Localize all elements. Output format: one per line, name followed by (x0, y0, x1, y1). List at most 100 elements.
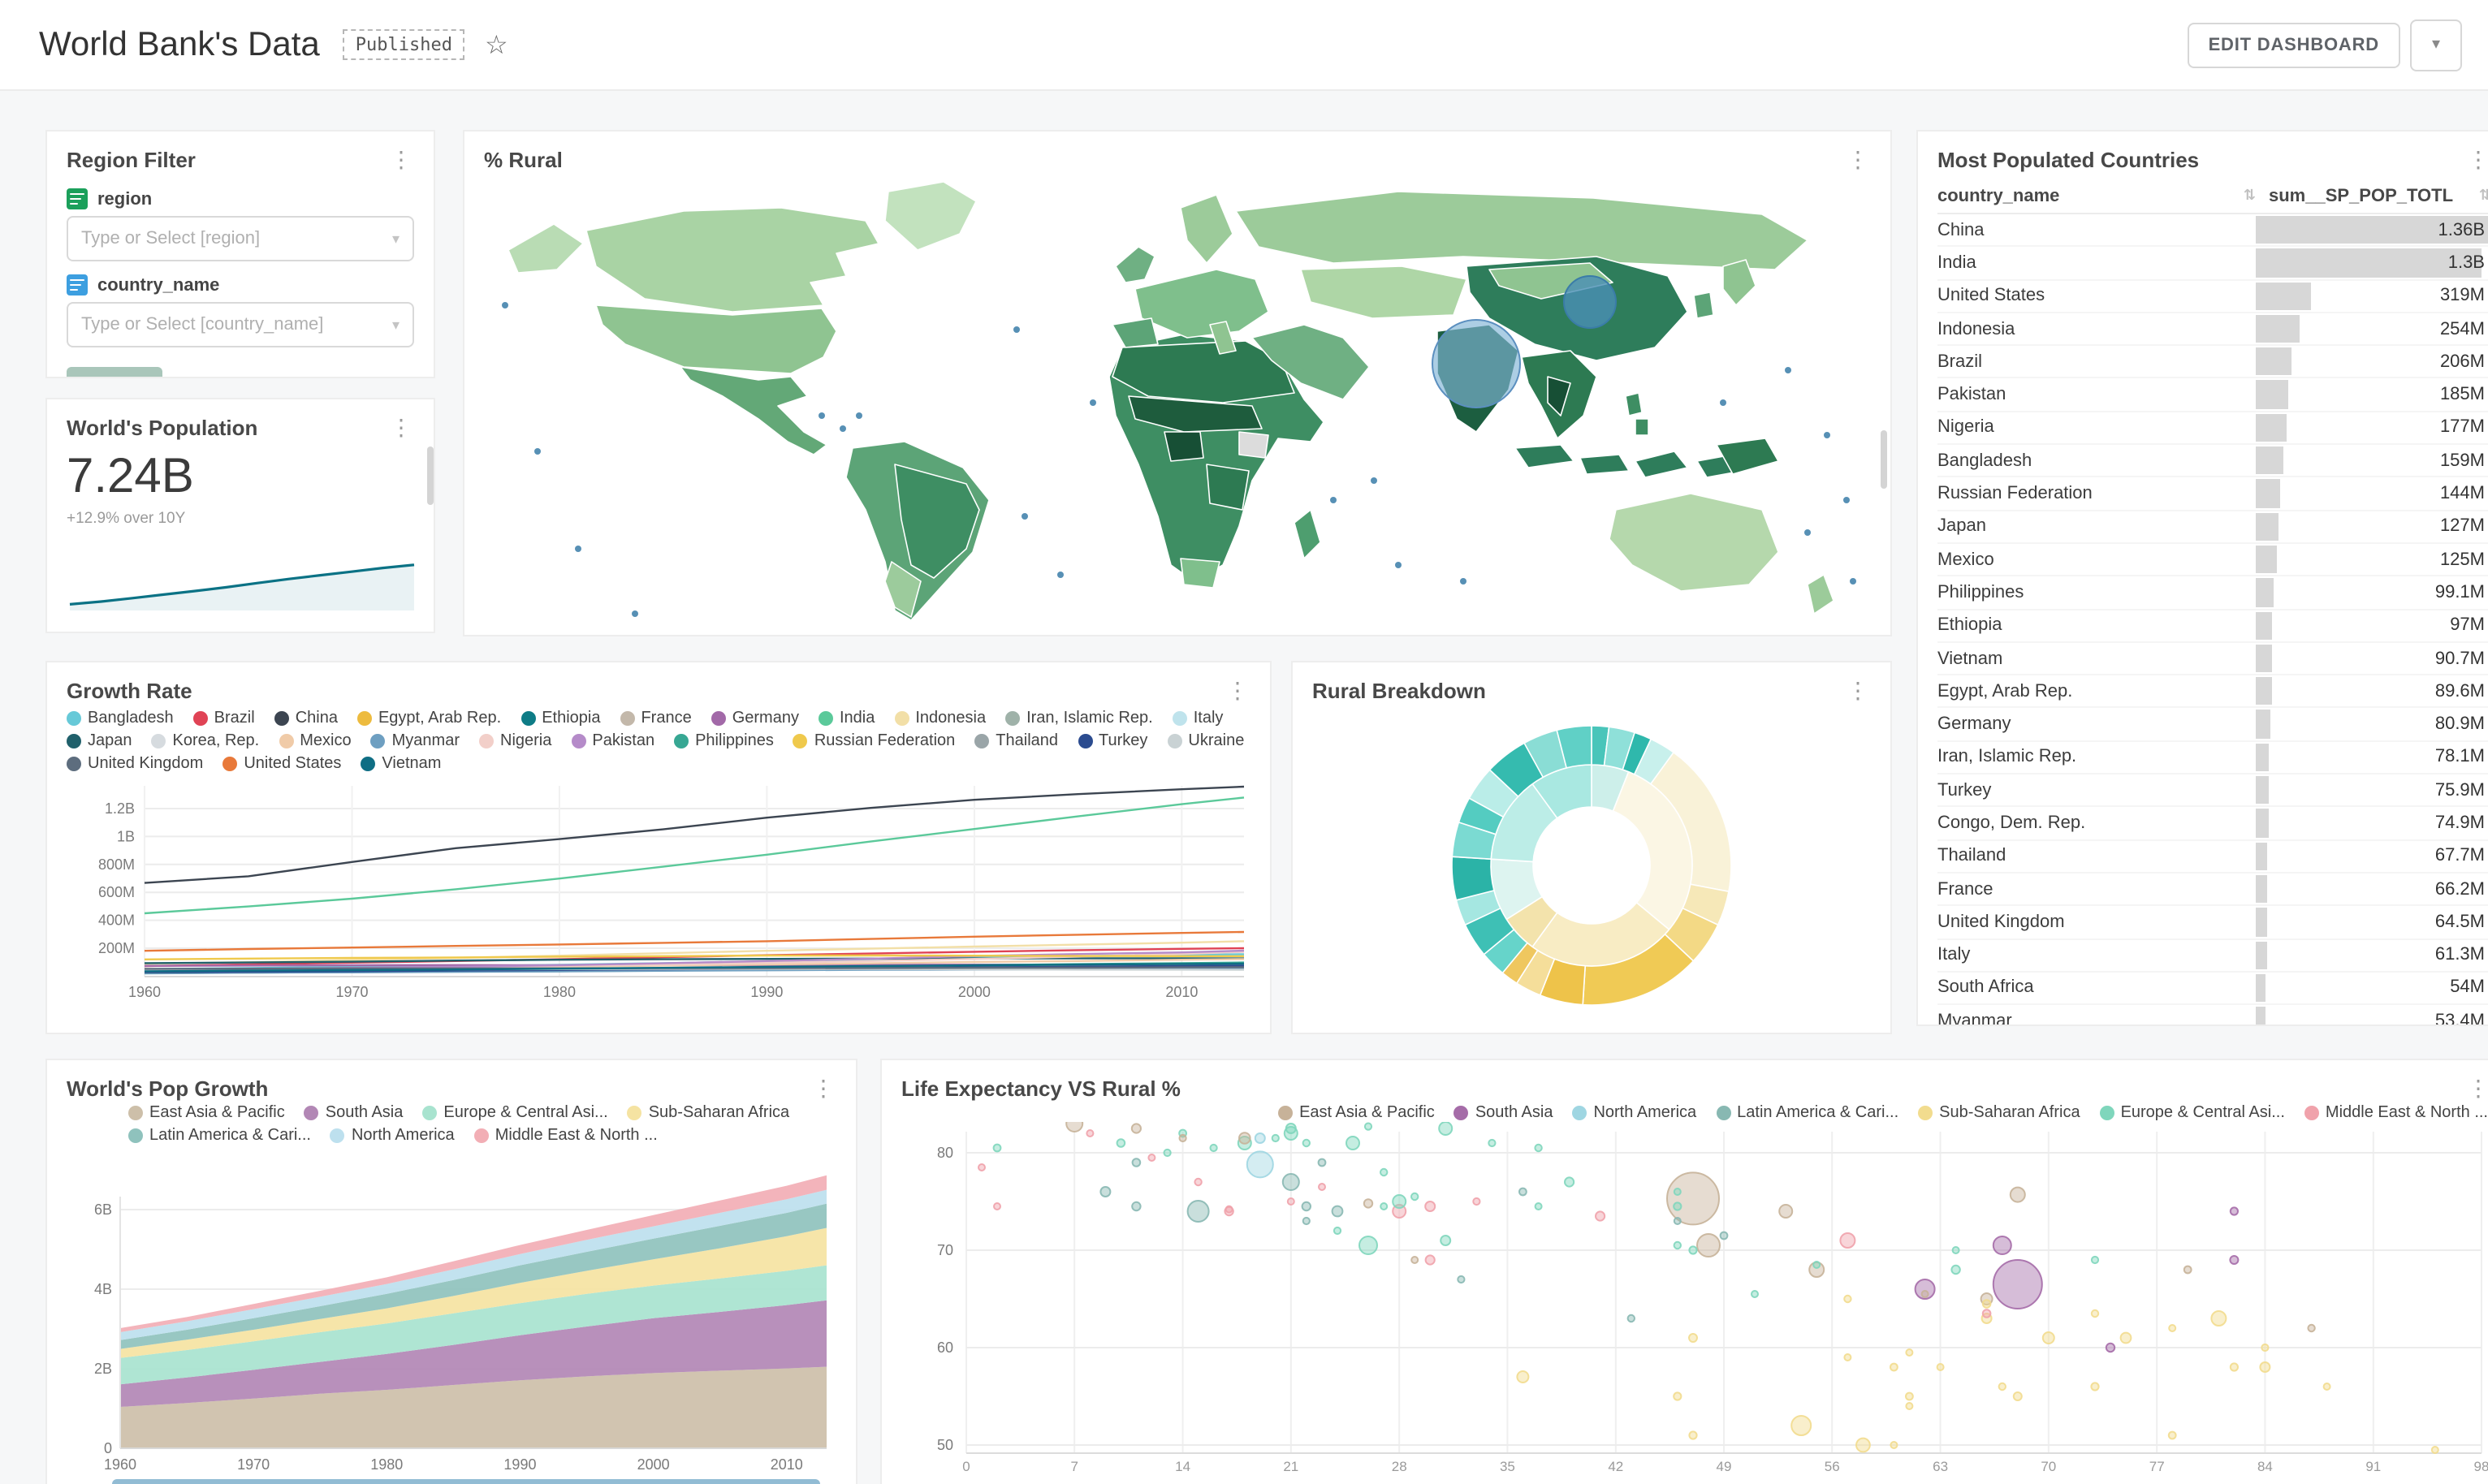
map-region-canada[interactable] (585, 207, 879, 313)
legend-item[interactable]: Pakistan (571, 732, 654, 750)
scatter-bubble (1285, 1123, 1297, 1134)
world-choropleth-map[interactable] (489, 175, 1866, 623)
map-region-united-kingdom[interactable] (1115, 246, 1155, 283)
map-region-congo[interactable] (1206, 464, 1250, 511)
published-badge[interactable]: Published (342, 29, 465, 60)
map-region-central-asia[interactable] (1300, 265, 1467, 319)
legend-item[interactable]: North America (330, 1127, 455, 1145)
legend-item[interactable]: France (620, 710, 692, 727)
kebab-menu-icon[interactable]: ⋮ (1226, 677, 1249, 703)
population-cell: 144M (2256, 478, 2488, 510)
map-region-korea[interactable] (1693, 291, 1714, 319)
kebab-menu-icon[interactable]: ⋮ (2467, 146, 2488, 172)
country-name-cell: Nigeria (1937, 417, 1994, 438)
map-region-australia[interactable] (1609, 493, 1779, 592)
horizontal-scrollbar[interactable] (112, 1479, 820, 1484)
map-bubble-china[interactable] (1563, 275, 1617, 329)
legend-item[interactable]: Iran, Islamic Rep. (1005, 710, 1153, 727)
map-region-new-zealand[interactable] (1807, 574, 1834, 615)
legend-item[interactable]: Middle East & North ... (473, 1127, 658, 1145)
scatter-bubble (1392, 1194, 1407, 1209)
map-region-philippines[interactable] (1625, 392, 1649, 436)
legend-item[interactable]: South Asia (1453, 1104, 1553, 1122)
legend-item[interactable]: Sub-Saharan Africa (1918, 1104, 2080, 1122)
map-region-new-guinea[interactable] (1716, 438, 1779, 475)
legend-item[interactable]: Nigeria (479, 732, 551, 750)
scrollbar-thumb[interactable] (1881, 430, 1887, 489)
map-region-nigeria[interactable] (1164, 431, 1204, 462)
legend-item[interactable]: South Asia (304, 1104, 403, 1122)
map-region-middle-east[interactable] (1251, 324, 1370, 400)
legend-item[interactable]: Korea, Rep. (151, 732, 259, 750)
legend-item[interactable]: India (818, 710, 875, 727)
legend-item[interactable]: Egypt, Arab Rep. (356, 710, 501, 727)
map-region-indochina[interactable] (1547, 376, 1571, 416)
legend-item[interactable]: Japan (67, 732, 132, 750)
map-region-no-data[interactable] (1238, 431, 1269, 459)
map-region-iberia[interactable] (1112, 317, 1159, 348)
scatter-bubble (1992, 1236, 2012, 1255)
scatter-bubble (1271, 1133, 1280, 1143)
map-region-europe[interactable] (1134, 269, 1269, 339)
country-select-input[interactable]: Type or Select [country_name] ▾ (67, 302, 414, 347)
kebab-menu-icon[interactable]: ⋮ (812, 1075, 835, 1101)
legend-item[interactable]: Myanmar (370, 732, 460, 750)
map-region-russia[interactable] (1235, 191, 1808, 270)
legend-item[interactable]: Thailand (974, 732, 1058, 750)
legend-item[interactable]: China (274, 710, 338, 727)
legend-item[interactable]: United States (222, 755, 341, 773)
map-region-madagascar[interactable] (1294, 509, 1321, 559)
map-region-brazil[interactable] (894, 464, 980, 579)
kebab-menu-icon[interactable]: ⋮ (390, 146, 413, 172)
map-region-alaska[interactable] (508, 223, 584, 274)
legend-item[interactable]: East Asia & Pacific (128, 1104, 285, 1122)
map-region-argentina[interactable] (884, 561, 922, 618)
map-region-south-africa[interactable] (1180, 558, 1220, 589)
legend-item[interactable]: Latin America & Cari... (128, 1127, 311, 1145)
kebab-menu-icon[interactable]: ⋮ (1847, 146, 1869, 172)
kebab-menu-icon[interactable]: ⋮ (1847, 677, 1869, 703)
map-region-scandinavia[interactable] (1180, 194, 1233, 264)
legend-item[interactable]: Russian Federation (793, 732, 955, 750)
legend-item[interactable]: Philippines (674, 732, 774, 750)
legend-item[interactable]: United Kingdom (67, 755, 203, 773)
apply-filter-button[interactable]: APPLY (67, 367, 162, 377)
map-region-mexico[interactable] (680, 366, 827, 455)
region-select-input[interactable]: Type or Select [region] ▾ (67, 216, 414, 261)
kebab-menu-icon[interactable]: ⋮ (390, 414, 413, 440)
header-dropdown-button[interactable]: ▾ (2410, 19, 2462, 71)
scrollbar-thumb[interactable] (427, 446, 434, 505)
legend-item[interactable]: Latin America & Cari... (1716, 1104, 1898, 1122)
legend-item[interactable]: Indonesia (894, 710, 986, 727)
legend-item[interactable]: Middle East & North ... (2304, 1104, 2488, 1122)
legend-item[interactable]: Europe & Central Asi... (422, 1104, 608, 1122)
scatter-bubble (1131, 1158, 1142, 1167)
legend-item[interactable]: Brazil (192, 710, 255, 727)
legend-item[interactable]: Europe & Central Asi... (2099, 1104, 2285, 1122)
legend-item[interactable]: Italy (1172, 710, 1223, 727)
legend-item[interactable]: Sub-Saharan Africa (627, 1104, 789, 1122)
legend-item[interactable]: Bangladesh (67, 710, 174, 727)
map-region-japan[interactable] (1722, 259, 1756, 306)
column-header-population[interactable]: sum__SP_POP_TOTL ⇅ (2269, 186, 2488, 205)
map-bubble-india[interactable] (1432, 319, 1521, 408)
legend-item[interactable]: Vietnam (361, 755, 441, 773)
map-region-north-africa[interactable] (1112, 340, 1295, 403)
column-header-country[interactable]: country_name ⇅ (1937, 186, 2256, 205)
legend-item[interactable]: Mexico (279, 732, 352, 750)
map-region-greenland[interactable] (884, 181, 977, 251)
legend-item[interactable]: Germany (711, 710, 799, 727)
map-region-italy[interactable] (1209, 321, 1237, 355)
favorite-star-icon[interactable]: ☆ (484, 32, 508, 59)
rural-breakdown-donut-chart[interactable] (1304, 706, 1879, 1025)
legend-item[interactable]: Ethiopia (520, 710, 600, 727)
map-region-sahel[interactable] (1128, 395, 1263, 433)
map-region-united-states[interactable] (595, 304, 837, 374)
legend-item[interactable]: East Asia & Pacific (1278, 1104, 1435, 1122)
edit-dashboard-button[interactable]: EDIT DASHBOARD (2187, 22, 2400, 67)
map-region-indonesia[interactable] (1514, 444, 1743, 478)
kebab-menu-icon[interactable]: ⋮ (2467, 1075, 2488, 1101)
legend-item[interactable]: Turkey (1078, 732, 1147, 750)
legend-item[interactable]: North America (1572, 1104, 1696, 1122)
legend-item[interactable]: Ukraine (1167, 732, 1244, 750)
